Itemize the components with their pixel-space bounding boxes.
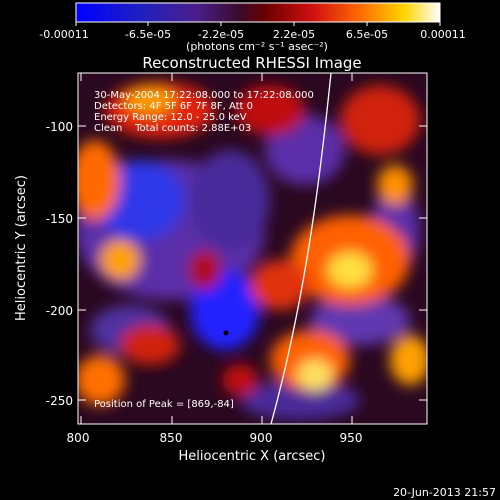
detectors-label: Detectors: 4F 5F 6F 7F 8F, Att 0 xyxy=(94,101,253,112)
colorbar-units: (photons cm⁻² s⁻¹ asec⁻²) xyxy=(186,40,328,53)
colorbar-tick-label: 6.5e-05 xyxy=(346,28,388,41)
y-tick-label: -100 xyxy=(46,120,73,134)
x-tick-label: 800 xyxy=(67,431,90,445)
clean-counts-label: Clean Total counts: 2.88E+03 xyxy=(94,123,251,134)
colorbar-tick-label: 2.2e-05 xyxy=(273,28,315,41)
colorbar-tick-marks xyxy=(75,22,441,26)
colorbar-tick-label: 0.00011 xyxy=(420,28,466,41)
y-tick-label: -250 xyxy=(46,394,73,408)
x-tick-label: 900 xyxy=(250,431,273,445)
colorbar-tick-label: -0.00011 xyxy=(39,28,88,41)
plot-title: Reconstructed RHESSI Image xyxy=(142,54,361,72)
x-tick-label: 950 xyxy=(340,431,363,445)
peak-position-label: Position of Peak = [869,-84] xyxy=(94,399,234,410)
solar-limb-line xyxy=(270,73,332,424)
colorbar-tick-label: -6.5e-05 xyxy=(125,28,171,41)
colorbar-tick-label: -2.2e-05 xyxy=(198,28,244,41)
time-range-label: 30-May-2004 17:22:08.000 to 17:22:08.000 xyxy=(94,90,314,101)
x-axis-label: Heliocentric X (arcsec) xyxy=(179,449,326,464)
axis-tick-marks xyxy=(78,73,427,424)
y-axis-label: Heliocentric Y (arcsec) xyxy=(14,175,29,321)
y-tick-label: -200 xyxy=(46,304,73,318)
plot-frame xyxy=(77,72,428,425)
energy-range-label: Energy Range: 12.0 - 25.0 keV xyxy=(94,112,247,123)
colorbar xyxy=(75,2,441,23)
footer-timestamp: 20-Jun-2013 21:57 xyxy=(393,486,496,499)
rhessi-image xyxy=(78,73,427,424)
x-tick-label: 850 xyxy=(160,431,183,445)
peak-marker xyxy=(223,330,229,336)
y-tick-label: -150 xyxy=(46,212,73,226)
